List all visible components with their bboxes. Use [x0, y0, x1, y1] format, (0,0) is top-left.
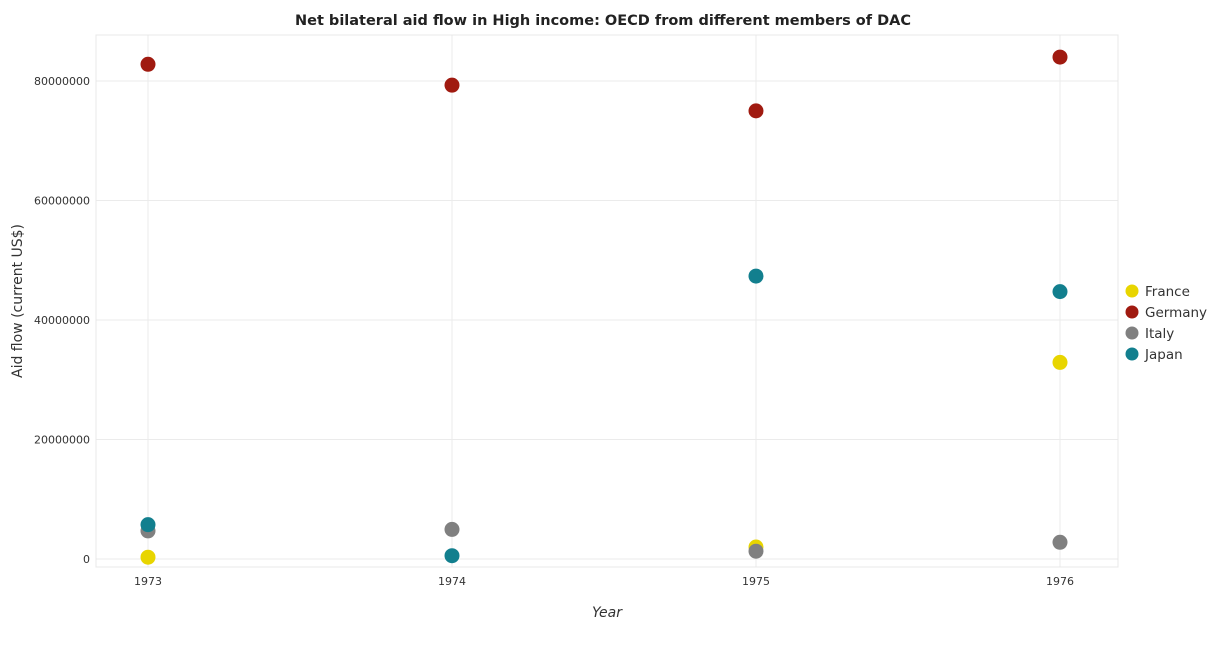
y-axis-label: Aid flow (current US$) [10, 224, 26, 378]
point-germany-1974 [444, 77, 460, 93]
legend-label: Germany [1145, 305, 1207, 321]
x-tick-label: 1975 [742, 575, 770, 588]
grid [96, 35, 1118, 567]
legend-label: France [1145, 284, 1190, 300]
y-axis: 0 20000000 40000000 60000000 80000000 [34, 75, 90, 566]
data-points [140, 49, 1068, 565]
x-axis: 1973 1974 1975 1976 [134, 575, 1074, 588]
x-tick-label: 1974 [438, 575, 466, 588]
point-japan-1975 [748, 268, 764, 284]
chart-title: Net bilateral aid flow in High income: O… [295, 13, 911, 29]
legend: France Germany Italy Japan [1125, 284, 1207, 363]
plot-frame [95, 34, 1119, 568]
y-tick-label: 0 [83, 553, 90, 566]
legend-label: Japan [1144, 347, 1183, 363]
y-tick-label: 80000000 [34, 75, 90, 88]
point-italy-1976 [1052, 534, 1068, 550]
x-tick-label: 1976 [1046, 575, 1074, 588]
legend-marker [1125, 305, 1139, 319]
point-japan-1974 [444, 548, 460, 564]
y-tick-label: 60000000 [34, 195, 90, 208]
point-italy-1974 [444, 521, 460, 537]
point-france-1973 [140, 549, 156, 565]
point-france-1976 [1052, 354, 1068, 370]
x-axis-label: Year [592, 605, 623, 621]
point-germany-1973 [140, 56, 156, 72]
point-italy-1975 [748, 543, 764, 559]
legend-label: Italy [1145, 326, 1174, 342]
legend-marker [1125, 326, 1139, 340]
y-tick-label: 40000000 [34, 314, 90, 327]
point-germany-1976 [1052, 49, 1068, 65]
point-japan-1976 [1052, 284, 1068, 300]
x-tick-label: 1973 [134, 575, 162, 588]
legend-marker [1125, 347, 1139, 361]
y-tick-label: 20000000 [34, 434, 90, 447]
point-japan-1973 [140, 517, 156, 533]
point-germany-1975 [748, 103, 764, 119]
legend-marker [1125, 284, 1139, 298]
